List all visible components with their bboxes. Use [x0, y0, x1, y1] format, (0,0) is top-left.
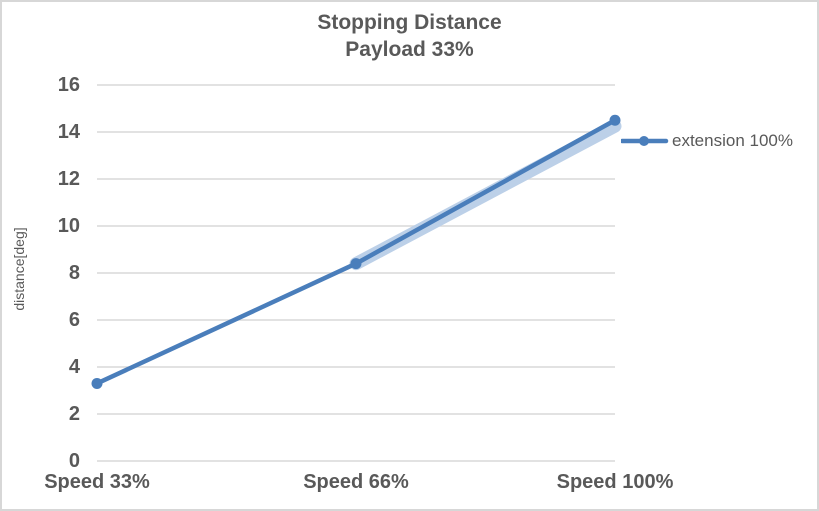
y-tick-label: 2: [68, 403, 80, 425]
x-category-label: Speed 66%: [303, 471, 409, 493]
x-category-label: Speed 100%: [556, 471, 674, 493]
y-tick-label: 14: [57, 121, 80, 143]
legend-label: extension 100%: [672, 131, 793, 150]
chart-title: Stopping Distance Payload 33%: [2, 9, 817, 63]
data-point-marker: [350, 258, 362, 270]
x-category-label: Speed 33%: [44, 471, 150, 493]
y-tick-label: 0: [68, 450, 80, 472]
y-tick-label: 10: [57, 215, 80, 237]
y-tick-label: 12: [57, 168, 80, 190]
x-axis-labels: Speed 33% Speed 66% Speed 100%: [2, 471, 817, 501]
y-tick-label: 6: [68, 309, 80, 331]
legend-line-marker-icon: [621, 136, 669, 146]
series-line: [94, 118, 618, 386]
y-tick-label: 16: [57, 74, 80, 96]
chart-title-line1: Stopping Distance: [317, 11, 502, 34]
y-axis-ticks: 0 2 4 6 8 10 12 14 16: [10, 2, 80, 509]
y-tick-label: 8: [68, 262, 80, 284]
data-point-marker: [609, 114, 621, 126]
chart-title-line2: Payload 33%: [345, 38, 474, 61]
data-point-marker: [91, 377, 103, 389]
legend: extension 100%: [621, 130, 793, 152]
y-tick-label: 4: [68, 356, 80, 378]
